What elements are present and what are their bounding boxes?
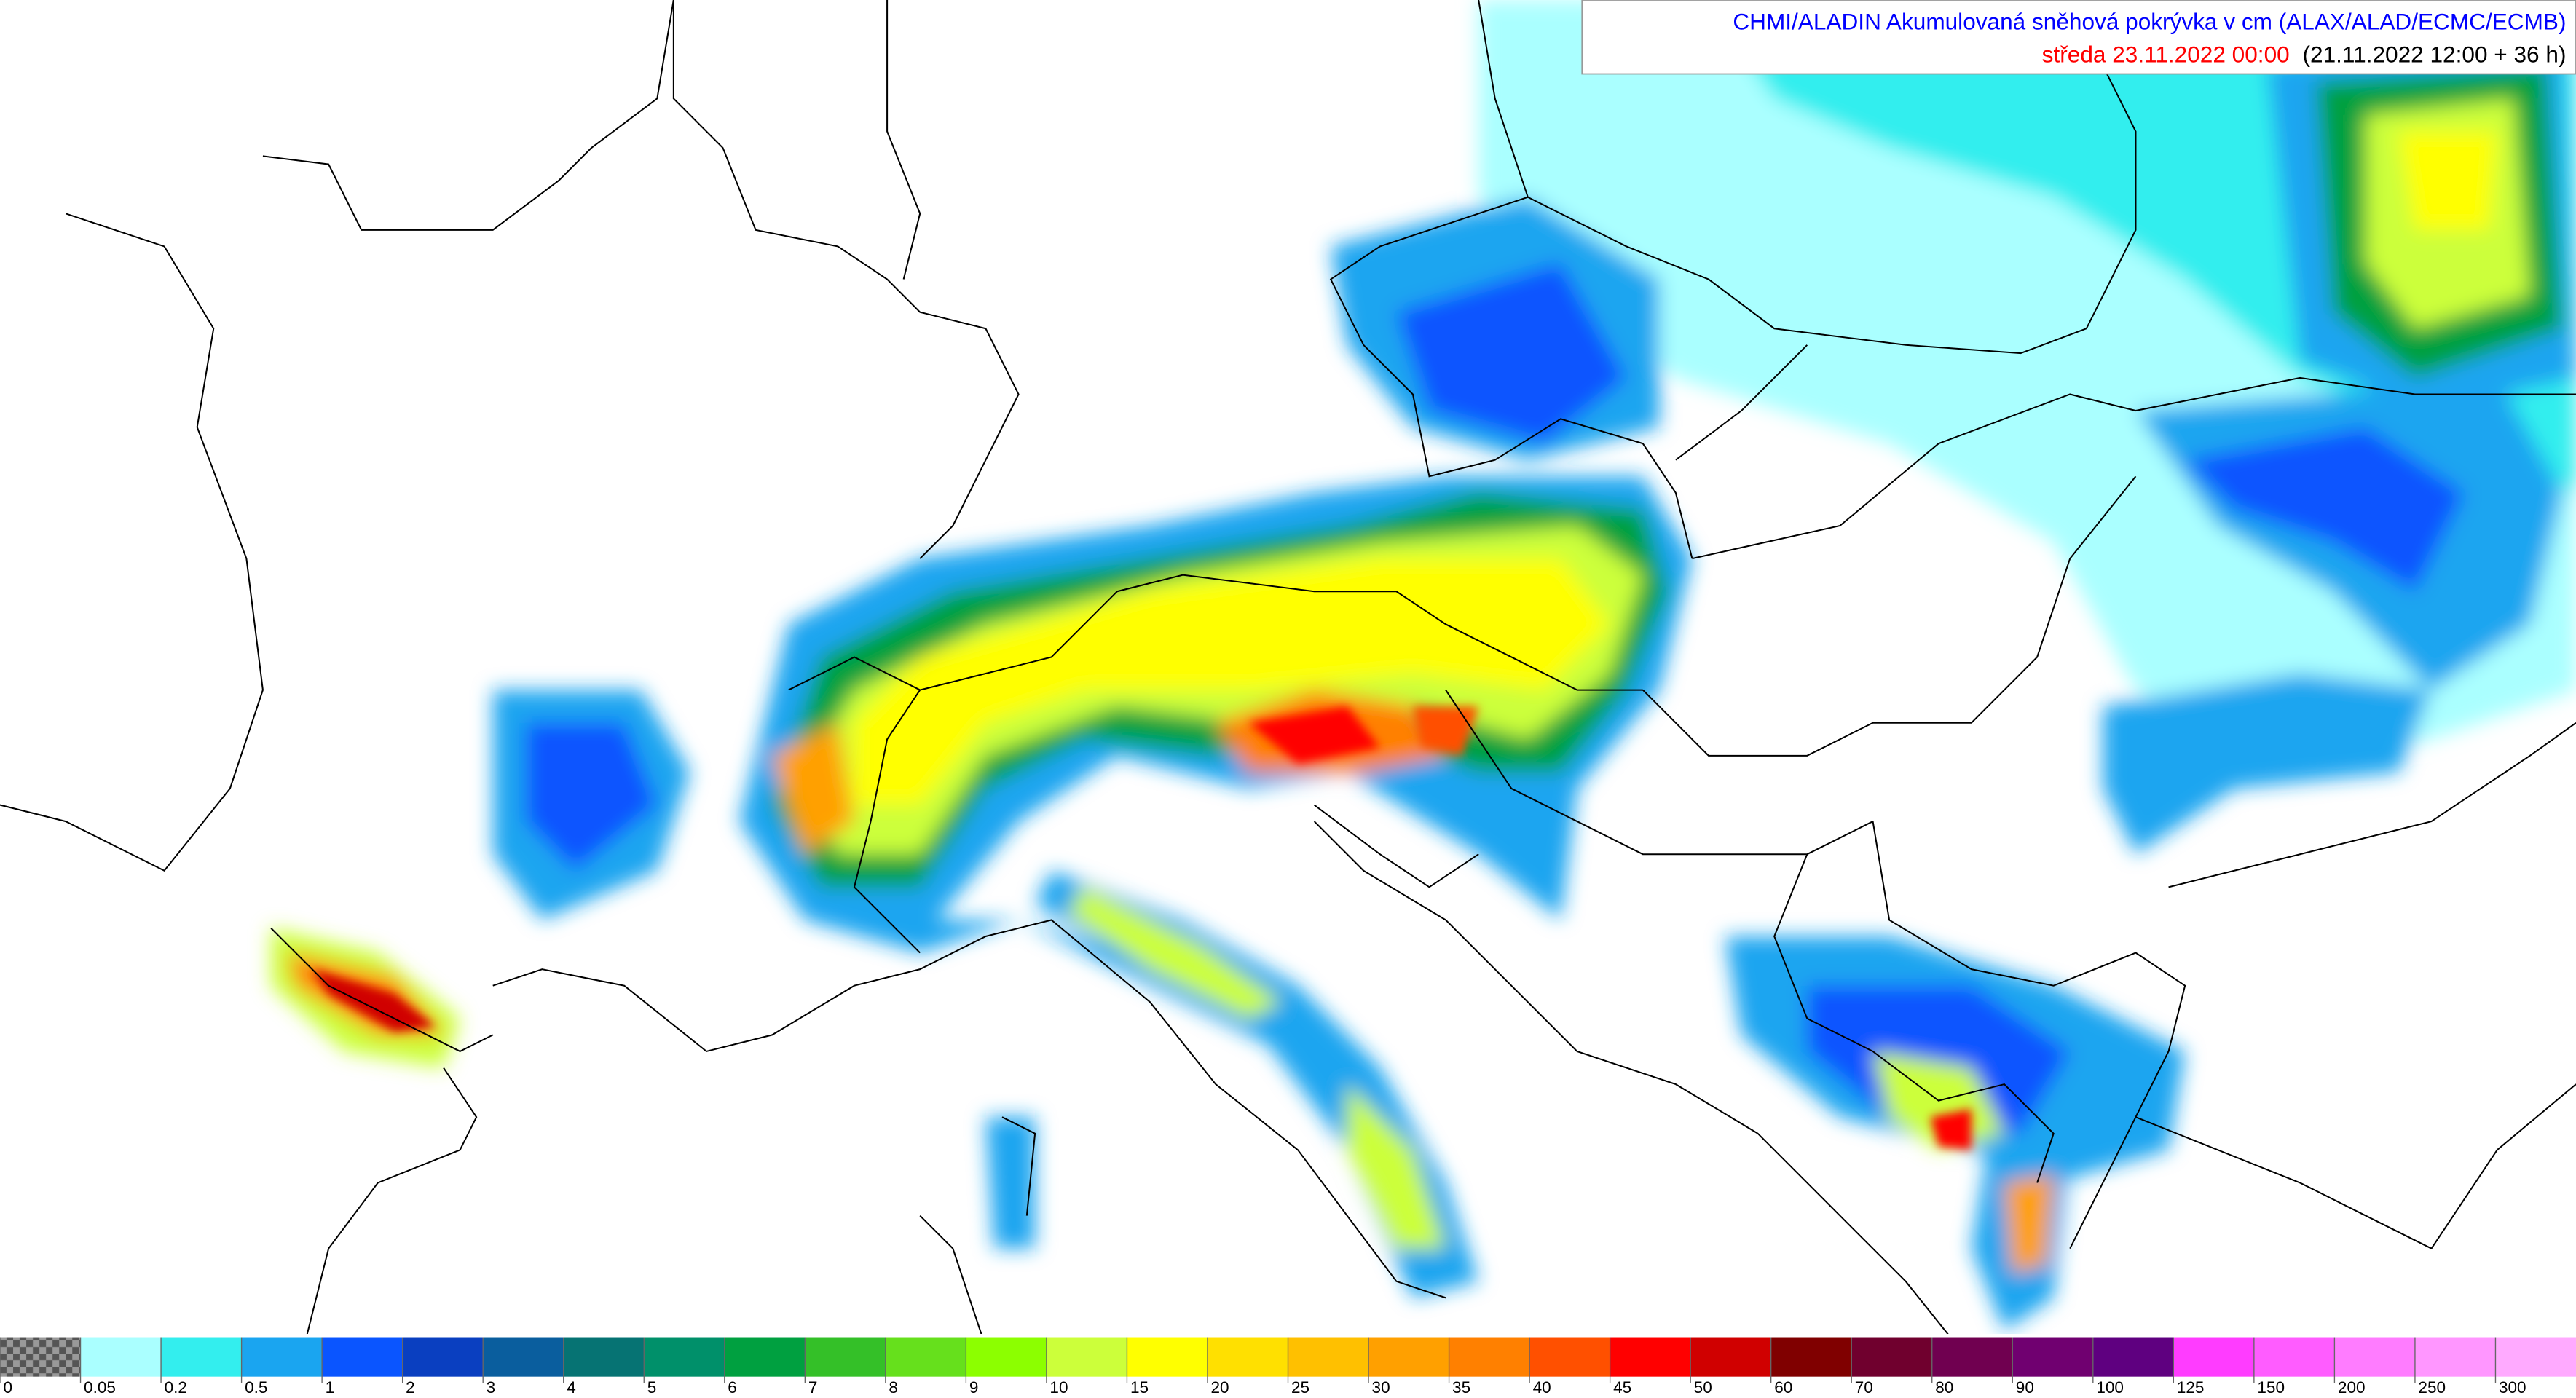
legend-label: 200 — [2338, 1378, 2366, 1397]
legend-label: 35 — [1452, 1378, 1470, 1397]
legend-swatch — [724, 1337, 806, 1377]
legend-swatch — [1207, 1337, 1289, 1377]
legend-label: 45 — [1613, 1378, 1631, 1397]
legend-label: 50 — [1694, 1378, 1712, 1397]
header-box — [1581, 0, 2576, 75]
legend-swatch — [1368, 1337, 1450, 1377]
legend-swatch — [241, 1337, 323, 1377]
legend-swatch — [2253, 1337, 2336, 1377]
legend: 0 0.05 0.2 0.5 1 2 3 4 5 6 7 8 9 10 15 20 25 30 35 40 45 50 60… — [0, 1337, 2576, 1397]
legend-swatch — [1288, 1337, 1369, 1377]
legend-label: 15 — [1130, 1378, 1149, 1397]
legend-no-snow — [0, 1337, 81, 1377]
legend-swatch — [2012, 1337, 2094, 1377]
legend-label: 10 — [1049, 1378, 1068, 1397]
legend-label: 0.05 — [84, 1378, 116, 1397]
legend-swatch — [2092, 1337, 2175, 1377]
legend-swatch — [885, 1337, 967, 1377]
legend-swatch — [1610, 1337, 1691, 1377]
legend-swatch — [2414, 1337, 2497, 1377]
header-title: CHMI/ALADIN Akumulovaná sněhová pokrývka… — [1733, 9, 2566, 35]
legend-swatch — [1046, 1337, 1128, 1377]
legend-label: 30 — [1372, 1378, 1390, 1397]
legend-label: 6 — [728, 1378, 737, 1397]
legend-label: 150 — [2257, 1378, 2285, 1397]
legend-swatch — [1127, 1337, 1208, 1377]
legend-swatch — [402, 1337, 484, 1377]
legend-swatch — [161, 1337, 243, 1377]
run-info: (21.11.2022 12:00 + 36 h) — [2303, 42, 2567, 68]
legend-swatch — [2495, 1337, 2576, 1377]
legend-label: 20 — [1210, 1378, 1229, 1397]
legend-swatch — [1931, 1337, 2013, 1377]
legend-label: 1 — [326, 1378, 335, 1397]
snow-peaks — [312, 706, 1972, 1150]
legend-label: 25 — [1291, 1378, 1309, 1397]
legend-swatch — [2173, 1337, 2255, 1377]
legend-swatch — [483, 1337, 564, 1377]
legend-swatch — [644, 1337, 725, 1377]
legend-swatch — [1770, 1337, 1852, 1377]
legend-label: 0.5 — [245, 1378, 267, 1397]
header-time: středa 23.11.2022 00:00 (21.11.2022 12:0… — [2042, 42, 2567, 68]
legend-swatch — [966, 1337, 1047, 1377]
legend-swatch — [1851, 1337, 1933, 1377]
legend-label: 90 — [2016, 1378, 2034, 1397]
legend-label: 4 — [567, 1378, 576, 1397]
legend-label: 9 — [969, 1378, 979, 1397]
legend-label: 300 — [2499, 1378, 2526, 1397]
legend-label: 7 — [808, 1378, 818, 1397]
legend-swatch — [1449, 1337, 1530, 1377]
valid-time: středa 23.11.2022 00:00 — [2042, 42, 2290, 68]
snow-fields — [271, 0, 2576, 1331]
legend-label: 0.2 — [165, 1378, 187, 1397]
legend-label: 70 — [1855, 1378, 1873, 1397]
legend-label: 0 — [4, 1378, 13, 1397]
legend-label: 125 — [2177, 1378, 2205, 1397]
legend-swatch — [80, 1337, 162, 1377]
legend-swatch — [322, 1337, 403, 1377]
legend-label: 80 — [1935, 1378, 1953, 1397]
legend-label: 250 — [2418, 1378, 2446, 1397]
legend-label: 60 — [1774, 1378, 1792, 1397]
legend-label: 8 — [889, 1378, 898, 1397]
legend-swatch — [1690, 1337, 1772, 1377]
legend-swatch — [805, 1337, 886, 1377]
legend-label: 5 — [647, 1378, 657, 1397]
legend-swatch — [1529, 1337, 1611, 1377]
legend-swatch — [563, 1337, 645, 1377]
legend-label: 3 — [487, 1378, 496, 1397]
legend-label: 100 — [2096, 1378, 2124, 1397]
legend-swatch — [2334, 1337, 2416, 1377]
legend-label: 40 — [1533, 1378, 1551, 1397]
legend-label: 2 — [406, 1378, 415, 1397]
